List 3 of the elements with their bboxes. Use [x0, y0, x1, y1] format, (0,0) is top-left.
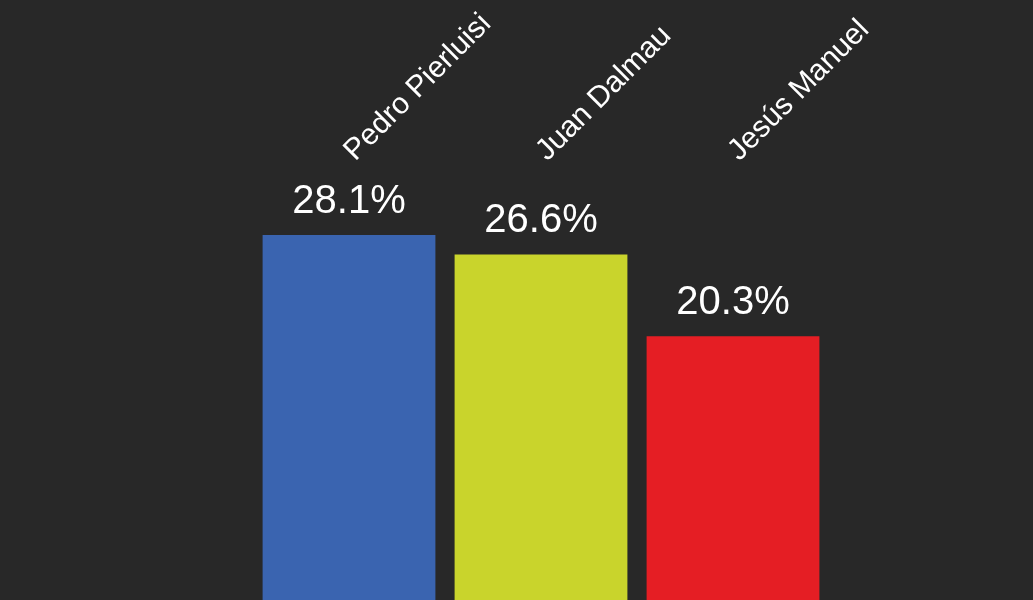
data-label: 28.1% — [292, 177, 406, 221]
data-label: 20.3% — [676, 278, 790, 323]
data-label: 26.6% — [484, 196, 598, 241]
